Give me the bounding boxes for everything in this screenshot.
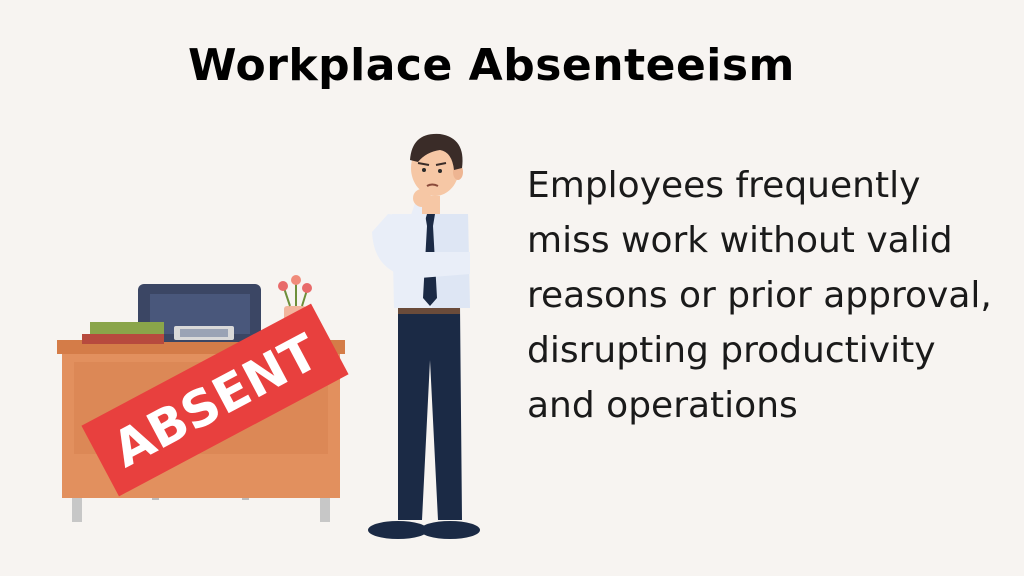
book-stack	[82, 322, 164, 344]
page-title: Workplace Absenteeism	[188, 40, 795, 91]
thinking-man	[368, 133, 480, 539]
description-text: Employees frequently miss work without v…	[527, 165, 992, 426]
laptop	[174, 326, 234, 340]
